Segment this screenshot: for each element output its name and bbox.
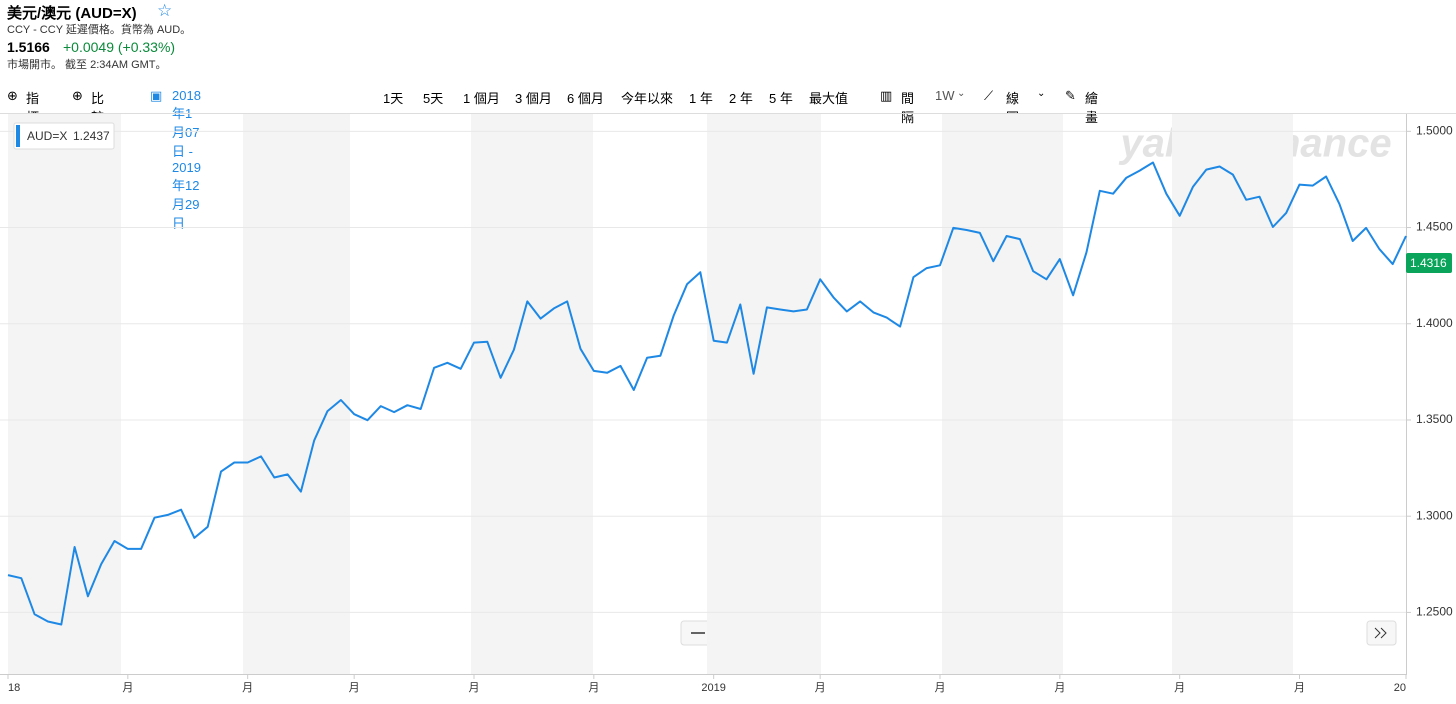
chart-type-icon[interactable]: ⟋ [984,88,994,103]
x-tick-label: 2019 [701,682,725,694]
x-tick-label: 月 [935,682,946,694]
x-tick-label: 月 [588,682,599,694]
interval[interactable]: 1W [935,88,955,103]
legend-value: 1.2437 [73,129,110,143]
range-button[interactable]: 1天 [383,91,404,106]
range-button[interactable]: 今年以來 [621,91,674,106]
range-button[interactable]: 3 個月 [515,91,552,106]
band [707,114,821,674]
range-button[interactable]: 1 年 [689,91,713,106]
legend-box [13,122,115,150]
x-tick-label: 18 [8,682,20,694]
date-range[interactable]: 2018年1月07日 - 2019年12月29日 [172,88,201,231]
x-tick-label: 20 [1394,682,1406,694]
x-tick-label: 月 [1294,682,1305,694]
status: 市場開市。 截至 2:34AM GMT。 [7,59,167,71]
x-tick-label: 月 [1174,682,1185,694]
band [942,114,1063,674]
indicators-icon[interactable]: ⊕ [7,88,18,103]
y-tick-label: 1.4000 [1416,316,1453,330]
interval-caret: ⌄ [957,88,966,99]
price-line [7,161,1407,626]
compare-icon[interactable]: ⊕ [72,88,83,103]
x-tick-label: 月 [815,682,826,694]
y-tick-label: 1.4500 [1416,220,1453,234]
chart-type-caret: ⌄ [1037,88,1046,99]
title: 美元/澳元 (AUD=X) [7,5,137,22]
y-tick-label: 1.2500 [1416,605,1453,619]
range-button[interactable]: 6 個月 [567,91,604,106]
range-button[interactable]: 1 個月 [463,91,500,106]
legend: AUD=X 1.2437 [13,122,115,150]
x-tick-label: 月 [242,682,253,694]
scroll-end-icon [1374,627,1387,639]
interval-icon[interactable]: ▥ [880,88,893,103]
month-bands [8,114,1293,674]
draw-icon[interactable]: ✎ [1065,88,1076,103]
range-button[interactable]: 5 年 [769,91,793,106]
calendar-icon[interactable]: ▣ [150,88,163,103]
band [243,114,350,674]
scroll-end[interactable] [1366,620,1397,646]
band [471,114,593,674]
band [1172,114,1293,674]
y-tick-label: 1.5000 [1416,123,1453,137]
change: +0.0049 (+0.33%) [63,39,176,55]
last-price-label: 1.4316 [1410,256,1447,270]
price: 1.5166 [7,39,50,55]
legend-swatch [16,125,20,147]
subtitle: CCY - CCY 延遲價格。貨幣為 AUD。 [7,24,192,36]
range-button[interactable]: 最大值 [809,91,849,106]
range-button[interactable]: 5天 [423,91,444,106]
x-tick-label: 月 [122,682,133,694]
y-tick-label: 1.3500 [1416,412,1453,426]
watch-star[interactable]: ☆ [157,1,173,20]
x-tick-label: 月 [1054,682,1065,694]
range-button[interactable]: 2 年 [729,91,753,106]
y-tick-label: 1.3000 [1416,508,1453,522]
x-tick-label: 月 [349,682,360,694]
x-tick-label: 月 [469,682,480,694]
last-price-tag [1406,252,1452,273]
legend-name: AUD=X [27,129,67,143]
band [8,114,121,674]
